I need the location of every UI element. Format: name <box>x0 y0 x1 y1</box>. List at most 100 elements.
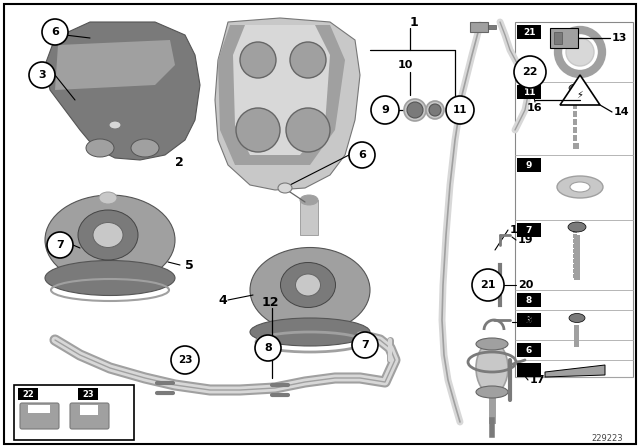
Bar <box>573 135 577 141</box>
Ellipse shape <box>426 101 444 119</box>
Bar <box>517 343 541 357</box>
Bar <box>573 103 577 109</box>
Ellipse shape <box>296 274 321 296</box>
Text: 21: 21 <box>480 280 496 290</box>
Ellipse shape <box>45 260 175 296</box>
Text: 8: 8 <box>264 343 272 353</box>
Bar <box>573 119 577 125</box>
Ellipse shape <box>278 183 292 193</box>
Text: 11: 11 <box>452 105 467 115</box>
Text: 23: 23 <box>178 355 192 365</box>
Circle shape <box>472 269 504 301</box>
Circle shape <box>240 42 276 78</box>
Text: 13: 13 <box>612 33 627 43</box>
Text: 20: 20 <box>518 280 533 290</box>
Ellipse shape <box>250 247 370 332</box>
Bar <box>517 363 541 377</box>
Ellipse shape <box>93 223 123 247</box>
Bar <box>517 25 541 39</box>
Circle shape <box>290 42 326 78</box>
Bar <box>80 405 98 415</box>
Bar <box>28 405 50 413</box>
Bar <box>573 234 577 238</box>
Ellipse shape <box>300 195 318 205</box>
Text: 8: 8 <box>526 296 532 305</box>
Bar <box>550 28 578 48</box>
Circle shape <box>514 56 546 88</box>
Ellipse shape <box>476 338 508 350</box>
Bar <box>574 325 579 347</box>
Text: 7: 7 <box>56 240 64 250</box>
Polygon shape <box>233 25 330 155</box>
Circle shape <box>47 232 73 258</box>
Circle shape <box>29 62 55 88</box>
Text: 12: 12 <box>262 296 280 309</box>
Ellipse shape <box>99 192 117 204</box>
Circle shape <box>429 104 441 116</box>
Ellipse shape <box>570 182 590 192</box>
Bar <box>517 293 541 307</box>
Text: 23: 23 <box>82 389 94 399</box>
Ellipse shape <box>45 195 175 285</box>
Text: 3: 3 <box>38 70 46 80</box>
Bar <box>554 32 562 44</box>
Ellipse shape <box>569 314 585 323</box>
Bar <box>573 143 579 149</box>
Bar <box>573 254 577 258</box>
Bar <box>573 249 577 253</box>
Bar <box>573 229 577 233</box>
Text: 6: 6 <box>51 27 59 37</box>
Text: 7: 7 <box>361 340 369 350</box>
Ellipse shape <box>86 139 114 157</box>
Bar <box>573 274 577 278</box>
Text: 3: 3 <box>526 315 532 324</box>
Text: 22: 22 <box>522 67 538 77</box>
Text: 22: 22 <box>22 389 34 399</box>
Bar <box>573 224 581 228</box>
Text: 7: 7 <box>526 225 532 234</box>
Circle shape <box>171 346 199 374</box>
Text: 17: 17 <box>530 375 545 385</box>
Bar <box>517 158 541 172</box>
Bar <box>573 239 577 243</box>
Bar <box>488 25 496 29</box>
Text: 11: 11 <box>523 87 535 96</box>
Ellipse shape <box>280 263 335 307</box>
Ellipse shape <box>557 176 603 198</box>
Text: 2: 2 <box>175 155 184 168</box>
Circle shape <box>286 108 330 152</box>
Ellipse shape <box>569 84 583 92</box>
Circle shape <box>446 96 474 124</box>
Ellipse shape <box>109 121 121 129</box>
Ellipse shape <box>78 210 138 260</box>
Ellipse shape <box>404 99 426 121</box>
Polygon shape <box>545 365 605 377</box>
Text: 9: 9 <box>526 160 532 169</box>
Circle shape <box>236 108 280 152</box>
FancyBboxPatch shape <box>20 403 59 429</box>
Bar <box>517 85 541 99</box>
Bar <box>515 22 633 377</box>
Bar <box>574 235 580 280</box>
Text: 18: 18 <box>518 315 534 325</box>
Text: 1: 1 <box>410 16 419 29</box>
Ellipse shape <box>568 222 586 232</box>
Circle shape <box>255 335 281 361</box>
Polygon shape <box>45 22 200 160</box>
Bar <box>517 313 541 327</box>
Text: 4: 4 <box>218 293 227 306</box>
Circle shape <box>371 96 399 124</box>
Circle shape <box>42 19 68 45</box>
Bar <box>573 264 577 268</box>
Bar <box>573 269 577 273</box>
Bar <box>18 388 38 400</box>
Text: 15: 15 <box>510 225 525 235</box>
Bar <box>573 259 577 263</box>
Polygon shape <box>560 75 600 105</box>
Polygon shape <box>218 25 345 165</box>
Text: 21: 21 <box>523 27 535 36</box>
Polygon shape <box>55 40 175 90</box>
Ellipse shape <box>476 386 508 398</box>
Text: 10: 10 <box>398 60 413 70</box>
Text: 9: 9 <box>381 105 389 115</box>
